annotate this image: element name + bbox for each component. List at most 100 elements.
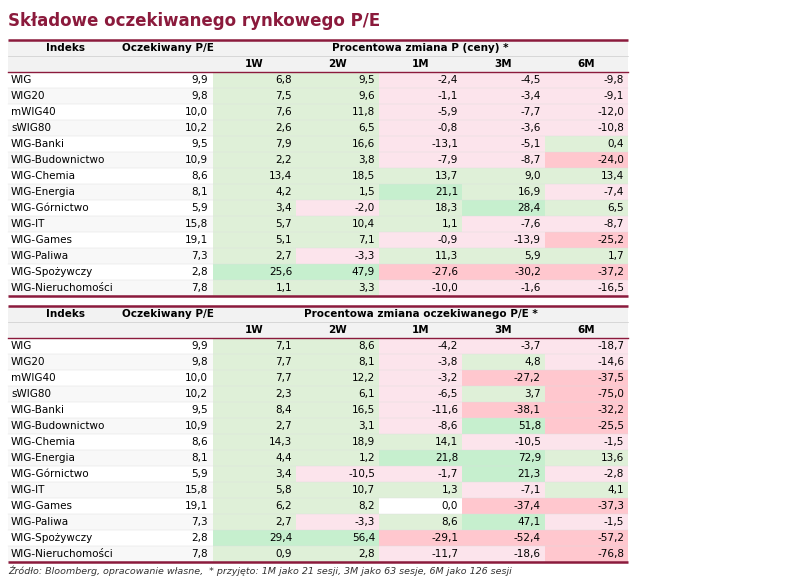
Bar <box>545 120 628 136</box>
Text: -75,0: -75,0 <box>597 389 624 399</box>
Bar <box>462 354 545 370</box>
Bar <box>462 402 545 418</box>
Text: 9,5: 9,5 <box>192 405 208 415</box>
Text: 1,2: 1,2 <box>359 453 375 463</box>
Text: 29,4: 29,4 <box>269 533 292 543</box>
Text: -18,6: -18,6 <box>514 549 541 559</box>
Bar <box>462 450 545 466</box>
Text: 8,1: 8,1 <box>192 453 208 463</box>
Bar <box>379 216 462 232</box>
Bar <box>462 264 545 280</box>
Bar <box>379 280 462 296</box>
Text: 6,8: 6,8 <box>275 75 292 85</box>
Text: 2,6: 2,6 <box>275 123 292 133</box>
Bar <box>379 354 462 370</box>
Text: -6,5: -6,5 <box>437 389 458 399</box>
Text: WIG-IT: WIG-IT <box>11 485 45 495</box>
Bar <box>296 104 379 120</box>
Text: WIG-Games: WIG-Games <box>11 235 73 245</box>
Text: Oczekiwany P/E: Oczekiwany P/E <box>122 309 214 319</box>
Text: -11,6: -11,6 <box>431 405 458 415</box>
Bar <box>462 498 545 514</box>
Text: 14,3: 14,3 <box>269 437 292 447</box>
Bar <box>379 514 462 530</box>
Bar <box>8 434 628 450</box>
Bar <box>296 88 379 104</box>
Bar <box>296 200 379 216</box>
Bar <box>8 232 628 248</box>
Bar <box>296 482 379 498</box>
Text: 6M: 6M <box>578 59 595 69</box>
Bar <box>462 338 545 354</box>
Bar <box>213 498 296 514</box>
Bar <box>8 482 628 498</box>
Bar <box>296 72 379 88</box>
Text: 3,4: 3,4 <box>275 203 292 213</box>
Bar <box>213 200 296 216</box>
Bar <box>545 466 628 482</box>
Text: 11,3: 11,3 <box>435 251 458 261</box>
Bar <box>462 200 545 216</box>
Bar <box>545 402 628 418</box>
Bar <box>8 402 628 418</box>
Text: 19,1: 19,1 <box>184 235 208 245</box>
Bar <box>296 248 379 264</box>
Bar <box>545 184 628 200</box>
Bar <box>545 88 628 104</box>
Bar <box>213 338 296 354</box>
Text: 5,9: 5,9 <box>525 251 541 261</box>
Bar <box>379 232 462 248</box>
Text: -30,2: -30,2 <box>514 267 541 277</box>
Text: -1,5: -1,5 <box>603 517 624 527</box>
Bar <box>213 386 296 402</box>
Text: -10,8: -10,8 <box>597 123 624 133</box>
Text: 10,9: 10,9 <box>185 421 208 431</box>
Text: WIG20: WIG20 <box>11 357 45 367</box>
Bar <box>8 184 628 200</box>
Text: 7,3: 7,3 <box>192 251 208 261</box>
Text: 7,5: 7,5 <box>275 91 292 101</box>
Text: 8,1: 8,1 <box>359 357 375 367</box>
Text: 13,4: 13,4 <box>601 171 624 181</box>
Text: 7,9: 7,9 <box>275 139 292 149</box>
Bar <box>8 370 628 386</box>
Bar <box>379 248 462 264</box>
Text: 2W: 2W <box>328 59 347 69</box>
Bar <box>379 104 462 120</box>
Text: -2,4: -2,4 <box>437 75 458 85</box>
Text: -1,5: -1,5 <box>603 437 624 447</box>
Bar <box>213 418 296 434</box>
Bar <box>545 514 628 530</box>
Bar <box>213 482 296 498</box>
Bar <box>462 88 545 104</box>
Bar <box>8 306 628 338</box>
Bar <box>379 402 462 418</box>
Text: 7,6: 7,6 <box>275 107 292 117</box>
Text: -3,3: -3,3 <box>355 517 375 527</box>
Bar <box>545 450 628 466</box>
Text: 8,2: 8,2 <box>359 501 375 511</box>
Text: Indeks: Indeks <box>46 309 85 319</box>
Text: 3M: 3M <box>494 59 512 69</box>
Bar <box>296 216 379 232</box>
Text: WIG-Budownictwo: WIG-Budownictwo <box>11 421 106 431</box>
Bar <box>379 88 462 104</box>
Text: 13,4: 13,4 <box>269 171 292 181</box>
Text: 6M: 6M <box>578 325 595 335</box>
Bar <box>8 498 628 514</box>
Text: 6,1: 6,1 <box>359 389 375 399</box>
Text: -3,4: -3,4 <box>521 91 541 101</box>
Text: -57,2: -57,2 <box>597 533 624 543</box>
Bar <box>296 338 379 354</box>
Text: 7,8: 7,8 <box>192 283 208 293</box>
Bar <box>379 386 462 402</box>
Text: -25,5: -25,5 <box>597 421 624 431</box>
Text: 4,1: 4,1 <box>607 485 624 495</box>
Bar <box>8 40 628 72</box>
Bar <box>296 232 379 248</box>
Text: 7,7: 7,7 <box>275 357 292 367</box>
Bar <box>379 546 462 562</box>
Text: 9,8: 9,8 <box>192 357 208 367</box>
Text: 16,6: 16,6 <box>351 139 375 149</box>
Bar <box>8 280 628 296</box>
